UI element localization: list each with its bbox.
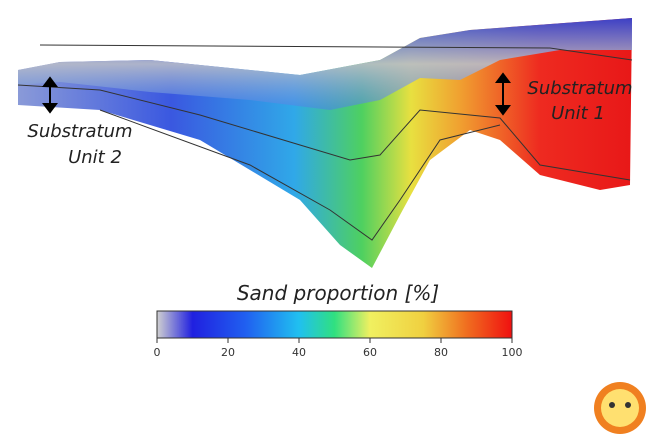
colorbar-title: Sand proportion [%] <box>237 281 439 305</box>
tick-label: 0 <box>154 346 161 359</box>
sun-icon <box>594 382 646 434</box>
geological-model <box>17 18 633 268</box>
unit1-label: Substratum <box>527 78 632 99</box>
unit2-label: Unit 2 <box>68 147 122 168</box>
unit2-label: Substratum <box>27 121 132 142</box>
tick-label: 60 <box>363 346 377 359</box>
tick-label: 20 <box>221 346 235 359</box>
tick-label: 40 <box>292 346 306 359</box>
colorbar <box>156 310 513 339</box>
tick-label: 100 <box>502 346 523 359</box>
unit1-label: Unit 1 <box>551 103 605 124</box>
tick-label: 80 <box>434 346 448 359</box>
